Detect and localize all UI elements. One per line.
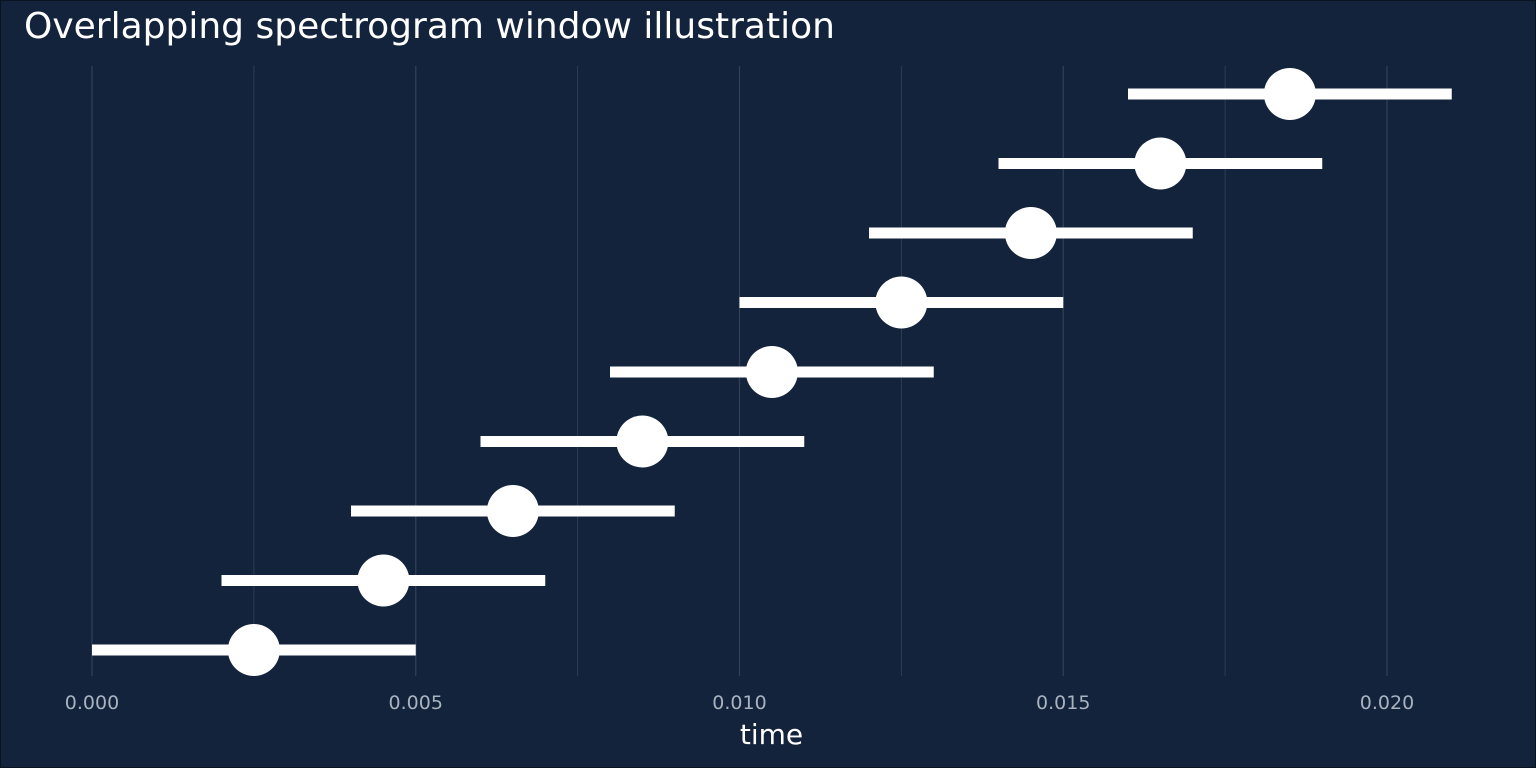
x-tick-label: 0.020 [1360, 692, 1414, 714]
window-center-point-6 [875, 276, 928, 329]
window-center-point-2 [357, 554, 410, 607]
x-axis-label: time [740, 718, 803, 751]
window-center-point-1 [227, 624, 280, 676]
x-tick-label: 0.010 [712, 692, 766, 714]
window-center-point-5 [745, 346, 798, 398]
window-marks [92, 68, 1452, 676]
x-axis-ticks: 0.000 0.005 0.010 0.015 0.020 [65, 692, 1414, 714]
x-tick-label: 0.015 [1036, 692, 1090, 714]
x-tick-label: 0.005 [389, 692, 443, 714]
window-center-point-3 [486, 485, 539, 537]
window-center-point-9 [1263, 68, 1316, 120]
window-center-point-8 [1134, 137, 1187, 190]
chart-title: Overlapping spectrogram window illustrat… [24, 6, 835, 47]
window-center-point-7 [1004, 207, 1057, 259]
window-center-point-4 [616, 415, 669, 468]
x-tick-label: 0.000 [65, 692, 119, 714]
